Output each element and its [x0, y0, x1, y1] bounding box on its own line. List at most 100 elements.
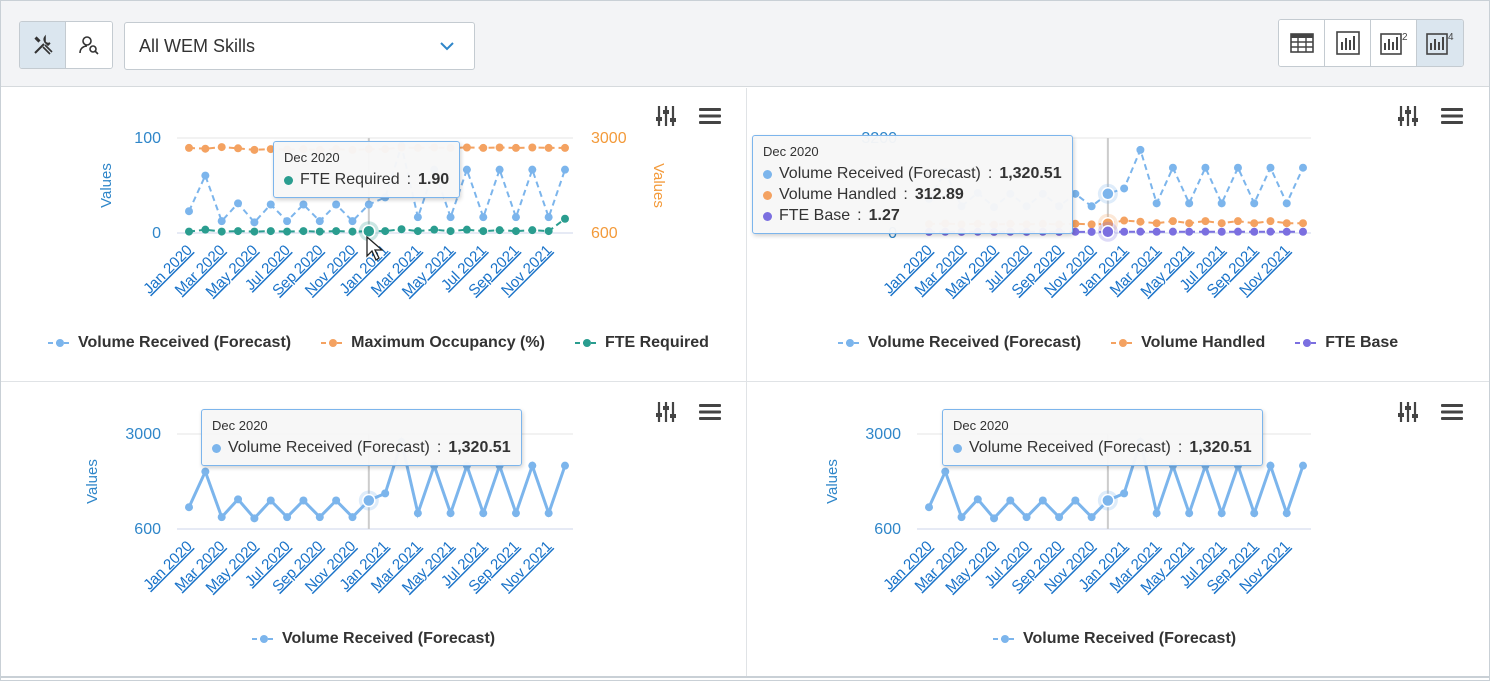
chart-2-menu-button[interactable]	[1438, 104, 1466, 128]
tooltip-header: Dec 2020	[284, 150, 340, 165]
data-point	[446, 227, 455, 236]
data-point	[1152, 227, 1161, 236]
series-dot-icon	[212, 443, 221, 453]
data-point	[544, 143, 553, 152]
tooltip-label: FTE Base	[779, 207, 851, 224]
legend-item-fte-base[interactable]: FTE Base	[1295, 334, 1398, 352]
chart-1-tools	[652, 104, 724, 128]
data-point	[1152, 509, 1161, 518]
tooltip-value: 312.89	[914, 186, 964, 203]
series-line	[927, 436, 1305, 521]
data-point	[348, 513, 357, 522]
data-point	[941, 467, 950, 476]
hamburger-menu-icon	[699, 108, 721, 124]
data-point	[315, 217, 324, 226]
legend-item-maximum-occupancy[interactable]: Maximum Occupancy (%)	[321, 334, 545, 352]
series-dot-icon	[763, 169, 772, 179]
data-point	[1299, 227, 1307, 236]
tooltip-value: 1,320.51	[1189, 439, 1252, 456]
data-point-hover	[1101, 225, 1115, 239]
legend-item-volume-received[interactable]: Volume Received (Forecast)	[993, 630, 1236, 648]
legend-item-fte-required[interactable]: FTE Required	[574, 334, 709, 352]
data-point	[250, 145, 259, 154]
chart-4-tools	[1394, 400, 1466, 424]
data-point	[1087, 220, 1096, 229]
legend-label: FTE Base	[1325, 334, 1399, 351]
data-point	[413, 213, 422, 222]
data-point	[234, 495, 243, 504]
chart-3-menu-button[interactable]	[696, 400, 724, 424]
tooltip-value: 1,320.51	[448, 439, 511, 456]
chart-4-menu-button[interactable]	[1438, 400, 1466, 424]
data-point	[185, 227, 193, 236]
data-point	[1006, 496, 1015, 505]
single-chart-icon	[1335, 31, 1360, 55]
data-point	[1120, 489, 1129, 498]
data-point	[495, 165, 504, 174]
series-dot-icon	[763, 211, 772, 221]
data-point-hover	[1101, 187, 1115, 201]
data-point	[1217, 509, 1226, 518]
tools-button[interactable]	[20, 22, 66, 68]
legend-item-volume-received[interactable]: Volume Received (Forecast)	[252, 630, 495, 648]
chart-1-settings-button[interactable]	[652, 104, 680, 128]
chart-2-tooltip: Dec 2020 Volume Received (Forecast): 1,3…	[752, 135, 1073, 234]
agent-search-button[interactable]	[66, 22, 112, 68]
data-point	[511, 143, 520, 152]
chart-1-menu-button[interactable]	[696, 104, 724, 128]
data-point	[332, 200, 341, 209]
tooltip-row: FTE Base: 1.27	[763, 207, 1062, 225]
data-point	[462, 143, 471, 152]
two-charts-button[interactable]: 2	[1371, 20, 1417, 66]
data-point	[1266, 163, 1275, 172]
data-point	[1071, 496, 1080, 505]
data-point	[1233, 217, 1242, 226]
y-axis-title: Values	[824, 459, 841, 504]
hamburger-menu-icon	[1441, 108, 1463, 124]
legend-marker-icon	[252, 635, 276, 643]
data-point	[1071, 219, 1080, 228]
chart-2-settings-button[interactable]	[1394, 104, 1422, 128]
legend-label: Volume Received (Forecast)	[868, 334, 1082, 351]
chart-panel-1: 100 0 Values 3000 600 Values Jan 2020 Mar 2020 M…	[1, 88, 746, 380]
two-charts-icon: 2	[1379, 32, 1408, 55]
data-point	[1299, 163, 1307, 172]
chart-3-settings-button[interactable]	[652, 400, 680, 424]
four-charts-button[interactable]: 4	[1417, 20, 1463, 66]
bottom-border	[1, 676, 1489, 678]
data-point	[185, 143, 193, 152]
tooltip-header: Dec 2020	[763, 144, 819, 159]
data-point	[250, 227, 259, 236]
table-view-button[interactable]	[1279, 20, 1325, 66]
agent-search-icon	[79, 36, 99, 55]
left-button-group	[19, 21, 113, 69]
data-point	[528, 143, 537, 152]
legend-marker-icon	[838, 339, 862, 347]
legend-item-volume-received[interactable]: Volume Received (Forecast)	[838, 334, 1081, 352]
series-line	[928, 146, 1304, 209]
vertical-divider	[746, 88, 747, 678]
chart-4-settings-button[interactable]	[1394, 400, 1422, 424]
data-point	[234, 227, 243, 236]
tooltip-value: 1.90	[418, 171, 450, 188]
data-point	[479, 143, 488, 152]
view-button-group: 2 4	[1278, 19, 1464, 67]
legend-item-volume-received[interactable]: Volume Received (Forecast)	[48, 334, 291, 352]
skill-select[interactable]: All WEM Skills	[124, 22, 475, 70]
data-point	[462, 165, 471, 174]
data-point	[1055, 513, 1064, 522]
data-point	[1168, 217, 1177, 226]
y-tick-label: 3000	[865, 426, 901, 443]
tooltip-label: FTE Required	[300, 171, 400, 188]
data-point	[973, 495, 982, 504]
single-chart-button[interactable]	[1325, 20, 1371, 66]
legend-item-volume-handled[interactable]: Volume Handled	[1111, 334, 1265, 352]
data-point	[561, 165, 569, 174]
data-point	[217, 227, 226, 236]
legend-label: Volume Received (Forecast)	[282, 630, 496, 647]
chevron-down-icon	[440, 42, 454, 51]
chart-3-tools	[652, 400, 724, 424]
data-point	[990, 514, 999, 523]
data-point	[1022, 513, 1031, 522]
